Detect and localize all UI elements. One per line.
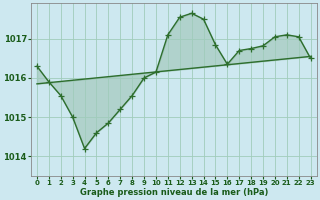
X-axis label: Graphe pression niveau de la mer (hPa): Graphe pression niveau de la mer (hPa) <box>80 188 268 197</box>
